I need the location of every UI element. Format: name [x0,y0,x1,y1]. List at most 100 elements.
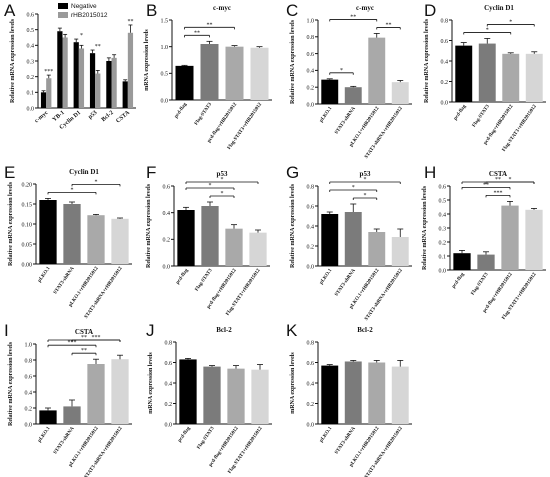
panel-letter: K [286,321,298,340]
bar [203,367,220,424]
bar [225,229,242,266]
legend-swatch [58,12,68,18]
bar [227,369,244,424]
bar [477,255,494,270]
y-tick-label: 0.1 [439,254,447,260]
panel-letter: E [4,163,15,182]
panel-letter: I [4,321,9,340]
significance-label: *** [44,69,53,75]
bar [251,48,269,100]
panel-letter: A [4,1,16,20]
legend-swatch [58,3,68,9]
x-tick-label: STAT3-shRNA [334,426,357,455]
x-tick-label: Flag-STAT3 [194,102,213,127]
x-tick-label: pcd-flag [453,104,467,122]
panel-a: A 0.0 0.1 0.2 0.3 0.4 0.5 0.6 Relative mRNA expr… [0,0,140,160]
legend-label: rHB2015012 [71,12,108,19]
bar [87,215,104,264]
y-axis-label: Relative mRNA expression levels [8,341,14,426]
panel-letter: J [146,321,155,340]
bar [95,74,100,108]
y-tick-label: 0.2 [163,238,171,244]
significance-label: ** [207,22,213,28]
panel-j: J Bcl-2 0.0 0.2 0.4 0.6 0.8 mRNA expression lev… [142,320,277,477]
x-tick-label: STAT3-shRNA [334,106,357,135]
bar [201,206,218,266]
y-tick-label: 0.2 [307,86,315,92]
y-tick-label: 0.6 [441,39,449,45]
bar [201,44,219,100]
significance-label: ** [81,335,87,341]
panel-letter: G [286,163,299,182]
y-tick-label: 0.4 [307,381,315,387]
y-axis-label: Relative mRNA expression levels [290,19,296,104]
x-tick-label: pLKO.1 [37,426,52,444]
bar [345,212,362,266]
panel-letter: H [424,163,436,182]
y-tick-label: 0.6 [165,361,173,367]
y-axis-label: Relative mRNA expression levels [146,183,152,268]
bar [90,53,95,108]
y-tick-label: 0.4 [441,59,449,65]
significance-label: * [221,177,224,183]
bar [392,367,409,424]
y-tick-label: 0.8 [165,340,173,346]
y-tick-label: 0.2 [439,240,447,246]
x-tick-label: pcd-flag [174,102,188,120]
significance-label: * [95,179,98,185]
significance-label: * [80,33,83,39]
y-tick-label: 0.2 [307,244,315,250]
significance-label: * [209,183,212,189]
y-axis-label: Relative mRNA expression levels [424,18,430,103]
y-tick-label: 0.6 [163,184,171,190]
panel-letter: C [286,1,298,20]
bar [87,364,104,424]
bar [368,38,385,104]
y-axis-label: mRNA expression levels [144,29,150,91]
bar [179,359,196,424]
y-tick-label: 0.8 [307,35,315,41]
x-tick-label: pLKO.1 [319,106,334,124]
significance-label: ** [81,348,87,354]
bar [112,58,117,108]
bar [502,54,519,102]
x-tick-label: Flag-STAT3 [197,426,216,451]
panel-h: H CSTA0.00.10.20.30.40.50.6Relative mRNA … [420,162,550,318]
panel-letter: F [146,163,156,182]
bar [392,237,409,266]
y-tick-label: 0.6 [27,12,35,18]
significance-label: * [221,191,224,197]
x-tick-label: Flag-STAT3 [471,272,490,297]
significance-label: ** [350,14,356,20]
y-tick-label: 0.5 [27,28,35,34]
bar [79,48,84,108]
x-tick-label: p53 [87,110,98,121]
bar [39,410,56,424]
bar [63,204,80,264]
y-tick-label: 0.5 [439,198,447,204]
y-tick-label: 0.0 [439,268,447,274]
bar [392,82,409,104]
chart-title: Cyclin D1 [484,4,514,12]
x-tick-label: pLKO.1 [37,266,52,284]
legend-label: Negative [71,3,97,10]
significance-label: * [364,193,367,199]
bar [345,87,362,104]
bar [57,31,62,108]
chart-title: Bcl-2 [216,326,232,334]
y-tick-label: 0.00 [22,262,33,268]
x-tick-label: CSTA [115,110,131,125]
bar [226,47,244,100]
y-tick-label: 0.0 [161,98,169,104]
panel-letter: D [424,1,436,20]
y-tick-label: 0.0 [165,422,173,428]
y-tick-label: 0.6 [307,204,315,210]
y-tick-label: 1.0 [161,45,169,51]
bar [63,38,68,109]
y-tick-label: 0.6 [307,52,315,58]
significance-label: * [71,187,74,193]
bar [368,232,385,266]
bar [176,66,194,100]
bar [74,42,79,108]
